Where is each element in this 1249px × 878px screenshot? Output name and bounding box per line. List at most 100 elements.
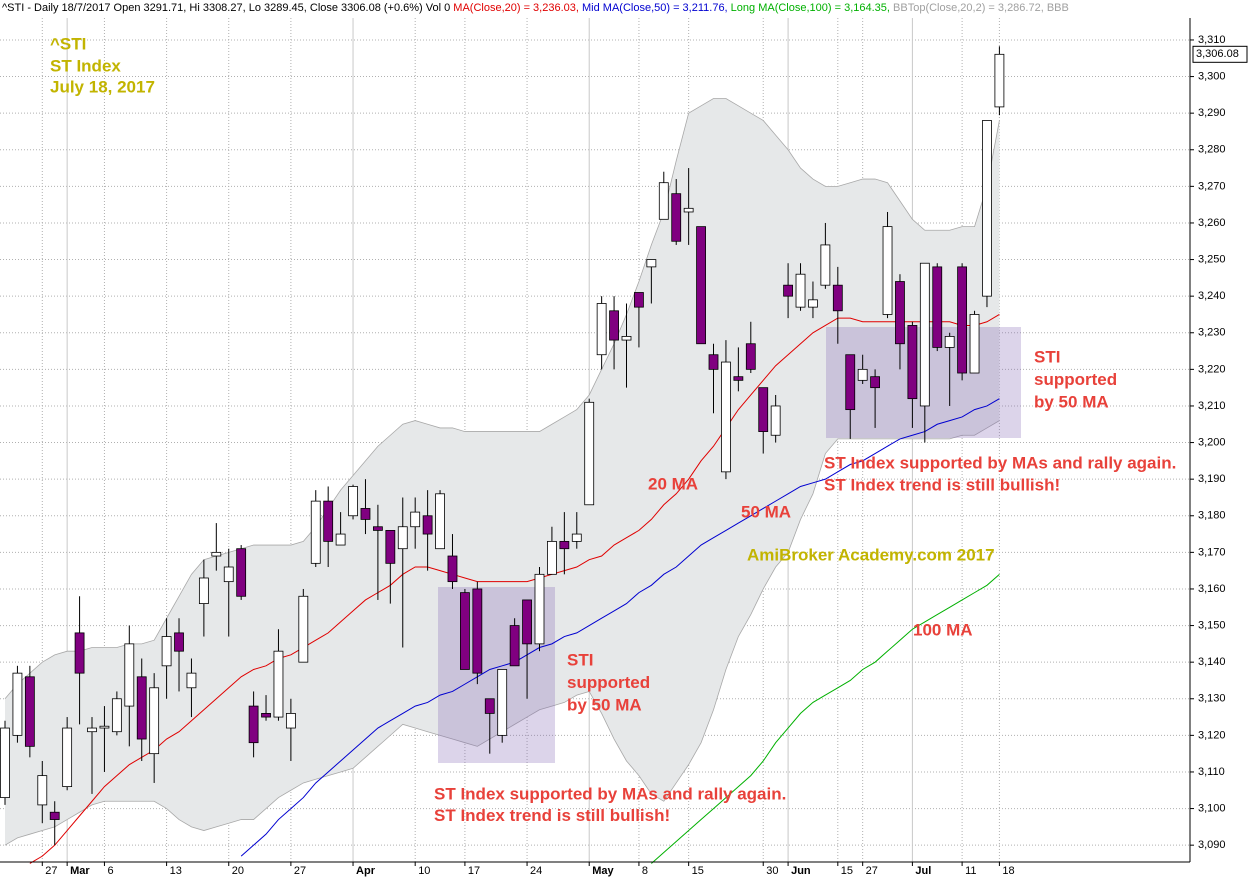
candle-body (634, 292, 644, 308)
x-tick-label: 30 (766, 865, 778, 877)
x-tick-label: 15 (692, 865, 704, 877)
candle-body (360, 508, 371, 520)
annotation: by 50 MA (1034, 392, 1109, 411)
candle-body (348, 486, 358, 517)
annotation: ST Index trend is still bullish! (434, 806, 670, 825)
candle-body (37, 775, 48, 806)
y-tick-label: 3,220 (1198, 363, 1226, 375)
annotation: supported (1034, 370, 1117, 389)
annotation: supported (567, 673, 650, 692)
candle-body (671, 193, 682, 242)
y-tick-label: 3,210 (1198, 400, 1226, 412)
x-tick-label: Apr (356, 865, 376, 877)
candle-body (186, 672, 197, 689)
x-tick-label: Mar (70, 865, 90, 877)
candle-body (410, 511, 421, 528)
y-tick-label: 3,200 (1198, 436, 1226, 448)
title-line: ST Index (50, 56, 121, 75)
candle-body (621, 336, 632, 341)
candle-body (721, 361, 731, 473)
y-tick-label: 3,240 (1198, 290, 1226, 302)
annotations: ^STI ST Index July 18, 2017 STI supported by … (50, 34, 1176, 825)
candle-body (385, 530, 396, 564)
y-tick-label: 3,280 (1198, 144, 1226, 156)
y-tick-label: 3,160 (1198, 583, 1226, 595)
candle-body (795, 273, 806, 308)
candle-body (783, 284, 793, 297)
candle-body (198, 577, 209, 605)
x-tick-label: May (592, 865, 614, 877)
y-tick-label: 3,260 (1198, 217, 1226, 229)
annotation: 20 MA (648, 474, 698, 493)
candle-body (696, 226, 706, 345)
candle-body (571, 533, 582, 542)
annotation: STI (567, 650, 593, 669)
candle-body (895, 281, 905, 345)
x-tick-label: Jul (915, 865, 931, 877)
axis: 3,090 3,100 3,110 3,120 3,130 3,140 3,150 3,160… (0, 18, 1248, 877)
y-tick-label: 3,250 (1198, 253, 1226, 265)
candle-body (298, 595, 309, 663)
candle-body (932, 266, 943, 348)
y-tick-label: 3,170 (1198, 546, 1226, 558)
candle-body (24, 676, 35, 747)
candle-body (584, 401, 595, 506)
candle-body (596, 303, 607, 356)
title-line: July 18, 2017 (50, 77, 155, 96)
candle-body (770, 405, 781, 436)
candle-body (236, 548, 247, 597)
x-tick-label: 27 (45, 865, 57, 877)
x-tick-label: 11 (965, 865, 976, 877)
candle-body (658, 182, 669, 220)
y-tick-label: 3,150 (1198, 619, 1226, 631)
candle-body (497, 669, 508, 736)
annotation: 100 MA (913, 620, 973, 639)
x-tick-label: 15 (841, 865, 853, 877)
y-tick-label: 3,190 (1198, 473, 1226, 485)
candle-body (646, 259, 657, 268)
candle-body (472, 588, 483, 674)
candle-body (919, 262, 930, 407)
candle-body (99, 725, 110, 729)
x-tick-label: 10 (418, 865, 430, 877)
candle-body (882, 226, 893, 315)
candle-body (74, 632, 85, 674)
candle-body (808, 299, 818, 308)
candle-body (111, 698, 122, 733)
candle-body (422, 515, 433, 535)
candle-body (447, 555, 458, 583)
candle-body (547, 540, 557, 575)
candle-body (49, 811, 60, 820)
x-tick-label: 13 (170, 865, 182, 877)
annotation: ST Index supported by MAs and rally agai… (434, 784, 786, 803)
candle-body (149, 687, 160, 755)
last-close-label: 3,306.08 (1196, 48, 1239, 60)
candle-body (534, 573, 545, 645)
x-tick-label: 20 (232, 865, 244, 877)
candle-body (335, 533, 346, 546)
header-segment: MA(Close,20) = 3,236.03, (453, 2, 582, 14)
candle-body (248, 705, 259, 744)
candle-body (522, 599, 532, 645)
candle-body (969, 314, 980, 374)
candle-body (870, 376, 880, 389)
y-tick-label: 3,270 (1198, 180, 1226, 192)
candle-body (223, 566, 234, 583)
candle-body (994, 53, 1005, 108)
y-tick-label: 3,120 (1198, 729, 1226, 741)
y-tick-label: 3,230 (1198, 327, 1226, 339)
candle-body (323, 500, 334, 542)
candle-body (174, 632, 184, 652)
annotation: ST Index trend is still bullish! (824, 475, 1060, 494)
candle-body (161, 636, 172, 667)
candle-body (285, 713, 296, 729)
y-tick-label: 3,310 (1198, 34, 1226, 46)
annotation: AmiBroker Academy.com 2017 (747, 545, 995, 564)
candle-body (957, 266, 968, 374)
last-close-box (1192, 45, 1248, 63)
candle-body (12, 672, 23, 736)
candle-body (509, 625, 520, 667)
ma-line (651, 573, 1000, 864)
